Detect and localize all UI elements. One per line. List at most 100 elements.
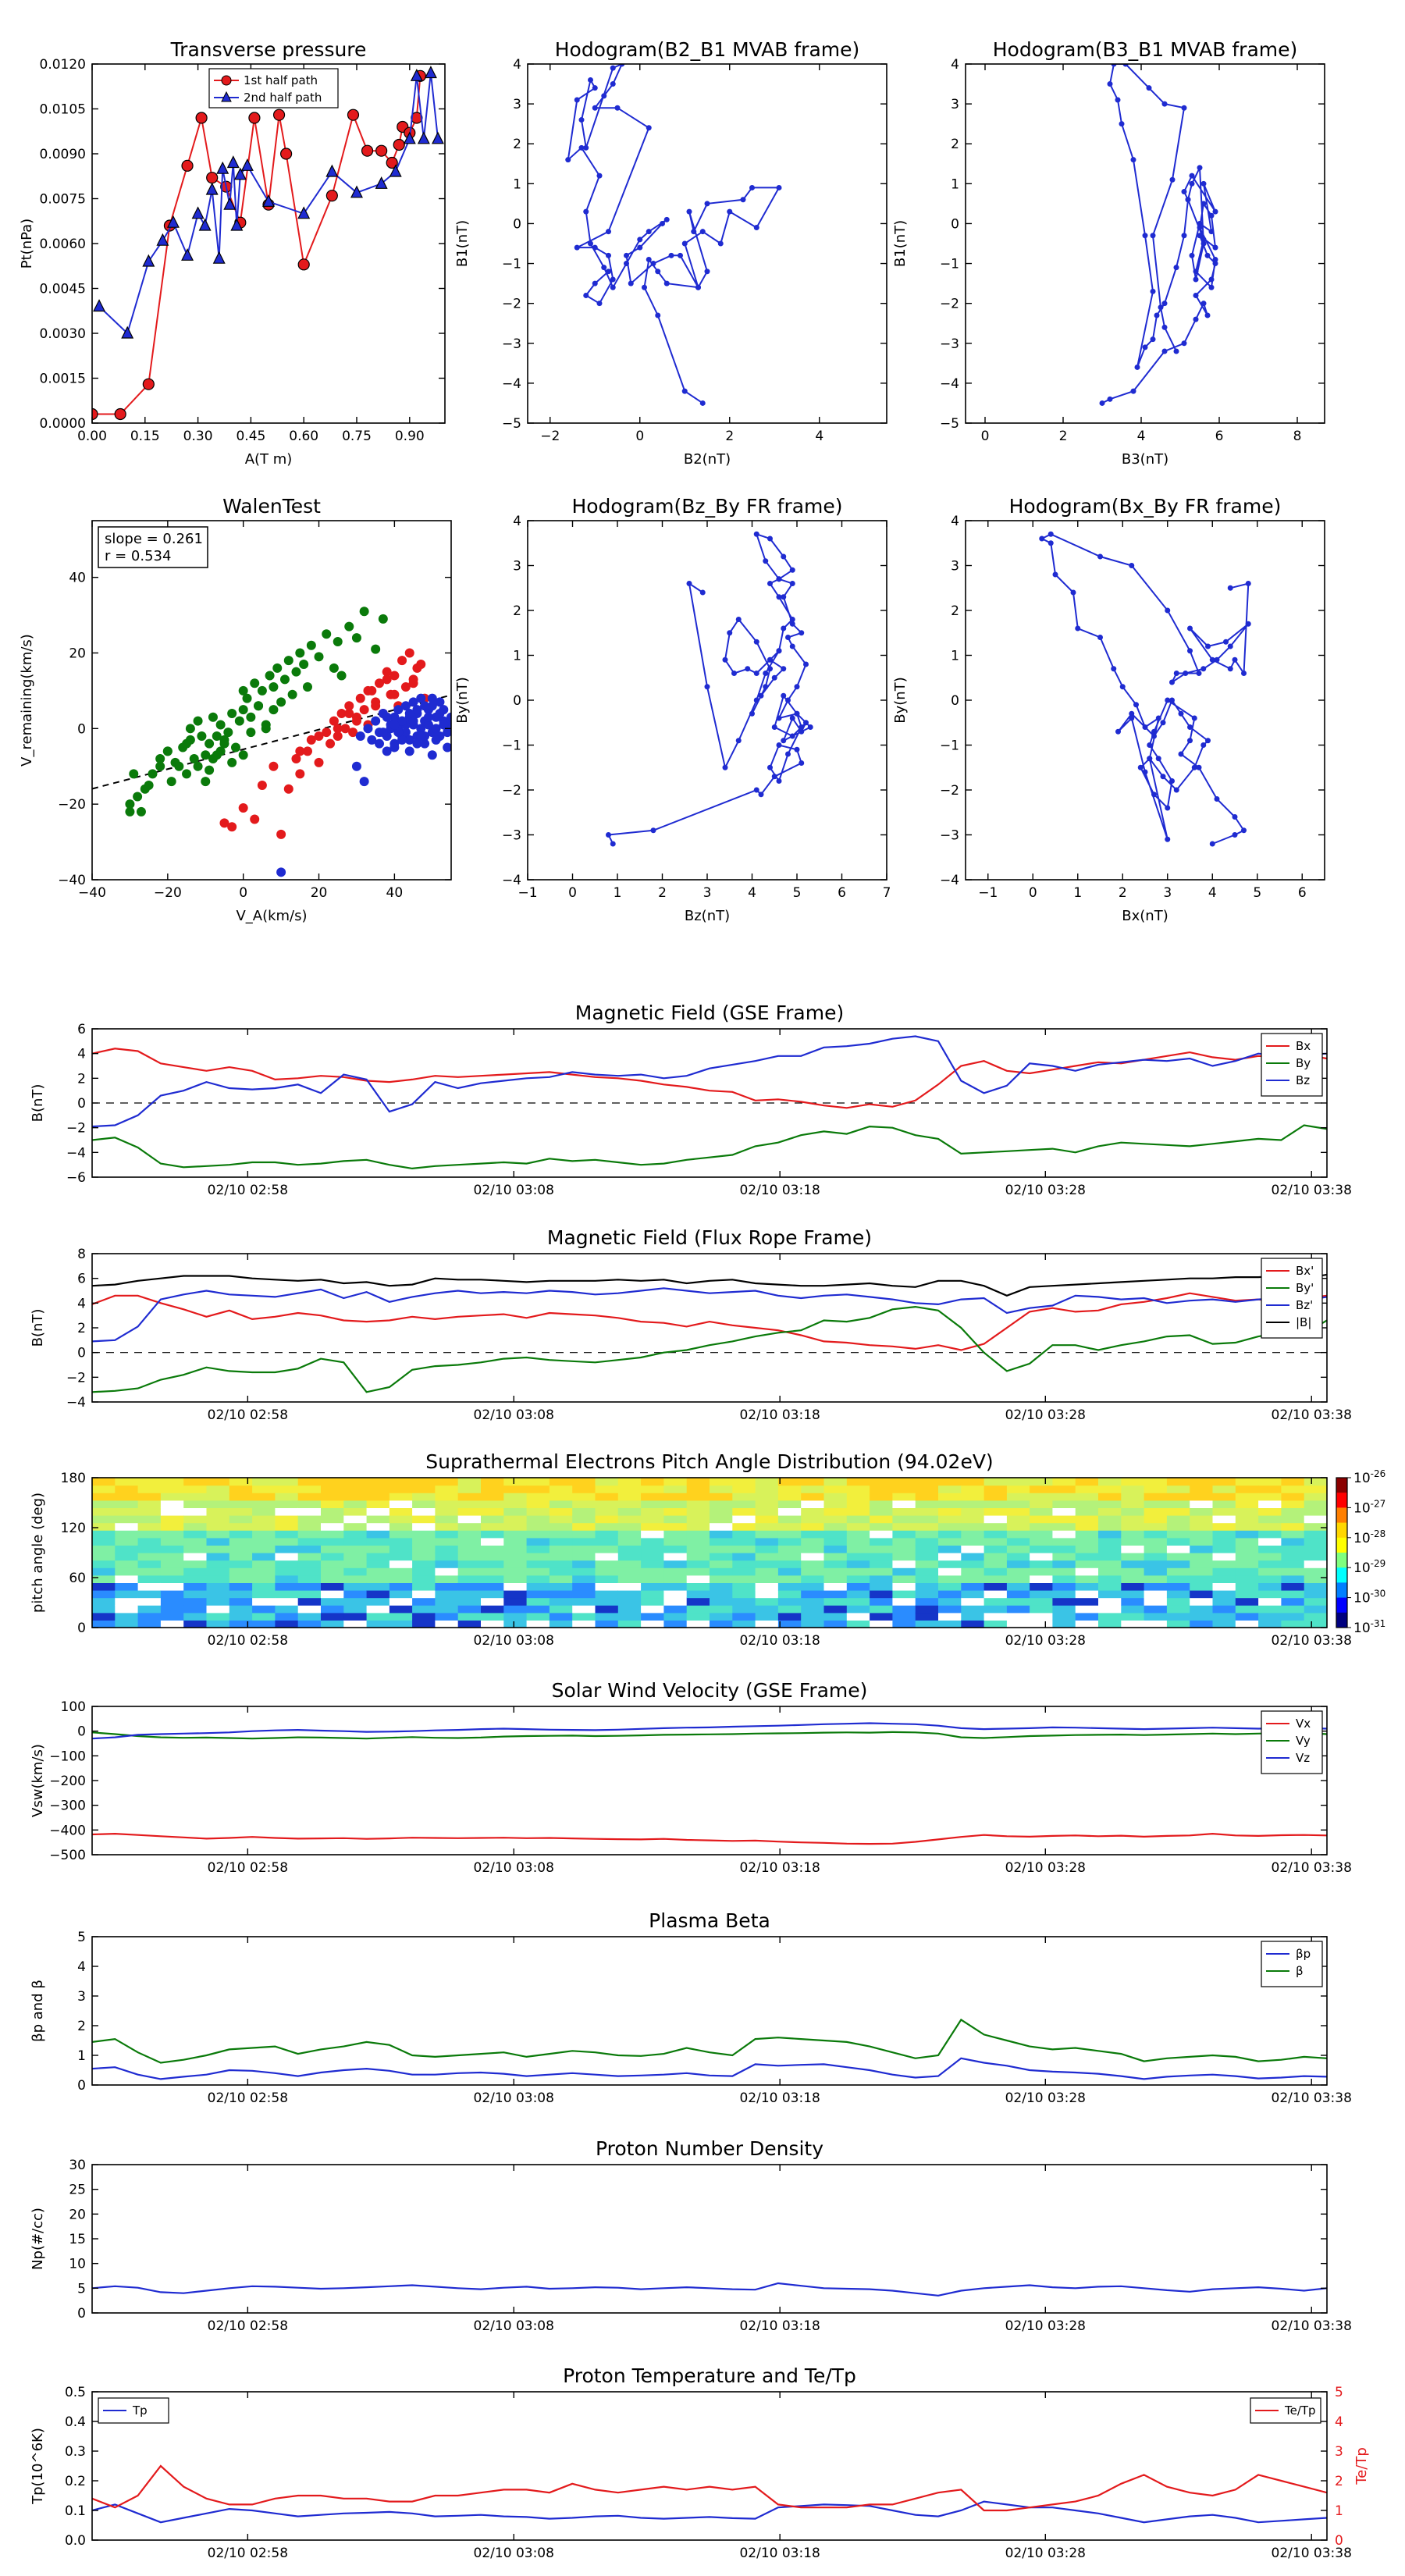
- heatmap-cell: [732, 1620, 756, 1628]
- heatmap-cell: [1281, 1478, 1305, 1486]
- heatmap-cell: [1212, 1507, 1236, 1516]
- heatmap-cell: [1190, 1537, 1214, 1546]
- heatmap-cell: [732, 1530, 756, 1539]
- heatmap-cell: [229, 1493, 253, 1501]
- y-tick-label: −4: [502, 376, 521, 392]
- heatmap-cell: [252, 1500, 276, 1508]
- x-axis-label: Bz(nT): [685, 908, 730, 924]
- heatmap-cell: [457, 1507, 482, 1516]
- data-point: [717, 240, 724, 247]
- heatmap-cell: [755, 1612, 779, 1621]
- series-line-0: [92, 2500, 1327, 2524]
- heatmap-cell: [275, 1537, 299, 1546]
- heatmap-cell: [595, 1582, 619, 1591]
- heatmap-cell: [572, 1590, 596, 1599]
- data-point: [606, 832, 611, 838]
- legend-label: βp: [1296, 1947, 1311, 1961]
- heatmap-cell: [1190, 1493, 1214, 1501]
- data-point: [637, 237, 643, 243]
- heatmap-cell: [412, 1605, 436, 1614]
- data-point: [389, 742, 400, 753]
- y-tick-label: 5: [77, 2281, 86, 2297]
- x-tick-label: 02/10 03:28: [1005, 1183, 1086, 1198]
- data-point: [378, 728, 388, 738]
- heatmap-cell: [984, 1567, 1008, 1576]
- heatmap-cell: [229, 1553, 253, 1561]
- data-point: [771, 774, 777, 780]
- data-point: [1208, 276, 1215, 283]
- data-point: [195, 112, 208, 124]
- data-point: [1185, 197, 1191, 203]
- heatmap-cell: [710, 1522, 733, 1531]
- colorbar-label: 10-27: [1353, 1498, 1385, 1516]
- data-point: [212, 750, 222, 760]
- heatmap-cell: [297, 1530, 322, 1539]
- heatmap-cell: [160, 1590, 184, 1599]
- heatmap-cell: [1052, 1530, 1076, 1539]
- heatmap-cell: [686, 1620, 710, 1628]
- heatmap-cell: [1030, 1478, 1053, 1486]
- heatmap-cell: [252, 1560, 276, 1568]
- heatmap-cell: [915, 1545, 939, 1553]
- heatmap-cell: [686, 1597, 710, 1606]
- data-point: [1200, 240, 1207, 247]
- data-point: [776, 594, 782, 600]
- heatmap-cell: [1190, 1500, 1214, 1508]
- heatmap-cell: [686, 1582, 710, 1591]
- heatmap-cell: [641, 1522, 664, 1531]
- data-point: [1151, 792, 1157, 798]
- chart-title: Transverse pressure: [170, 38, 367, 61]
- plot-frame: [965, 63, 1325, 424]
- plot-frame: [91, 1477, 1328, 1628]
- heatmap-cell: [1121, 1590, 1145, 1599]
- heatmap-cell: [1144, 1574, 1168, 1583]
- data-point: [393, 705, 404, 715]
- heatmap-cell: [823, 1493, 848, 1501]
- heatmap-cell: [275, 1582, 299, 1591]
- data-point: [125, 799, 135, 809]
- heatmap-cell: [92, 1605, 116, 1614]
- heatmap-cell: [1075, 1515, 1099, 1524]
- plot-frame: [965, 520, 1325, 881]
- heatmap-cell: [915, 1590, 939, 1599]
- heatmap-cell: [686, 1567, 710, 1576]
- heatmap-cell: [1006, 1620, 1030, 1628]
- heatmap-cell: [137, 1485, 162, 1493]
- heatmap-cell: [1006, 1612, 1030, 1621]
- heatmap-cell: [275, 1620, 299, 1628]
- heatmap-cell: [252, 1545, 276, 1553]
- y-right-tick-label: 3: [1335, 2444, 1343, 2460]
- heatmap-cell: [1030, 1545, 1053, 1553]
- data-point: [767, 764, 773, 770]
- heatmap-cell: [1144, 1590, 1168, 1599]
- heatmap-cell: [366, 1478, 390, 1486]
- heatmap-cell: [572, 1605, 596, 1614]
- heatmap-cell: [1166, 1560, 1190, 1568]
- heatmap-cell: [160, 1553, 184, 1561]
- heatmap-cell: [389, 1560, 413, 1568]
- data-point: [776, 742, 782, 748]
- heatmap-cell: [686, 1485, 710, 1493]
- heatmap-cell: [457, 1612, 482, 1621]
- heatmap-cell: [777, 1590, 802, 1599]
- heatmap-cell: [160, 1530, 184, 1539]
- heatmap-cell: [870, 1597, 893, 1606]
- heatmap-cell: [343, 1612, 368, 1621]
- heatmap-cell: [252, 1605, 276, 1614]
- heatmap-cell: [1281, 1545, 1305, 1553]
- heatmap-cell: [1075, 1605, 1099, 1614]
- colorbar-label: 10-30: [1353, 1589, 1385, 1606]
- y-tick-label: −40: [58, 873, 86, 888]
- heatmap-cell: [1212, 1478, 1236, 1486]
- y-tick-label: 0.0: [65, 2533, 86, 2549]
- data-point: [378, 614, 388, 624]
- heatmap-cell: [160, 1500, 184, 1508]
- data-point: [785, 697, 791, 703]
- heatmap-cell: [137, 1500, 162, 1508]
- heatmap-cell: [526, 1553, 550, 1561]
- heatmap-cell: [1052, 1597, 1076, 1606]
- heatmap-cell: [686, 1478, 710, 1486]
- data-point: [148, 769, 158, 779]
- heatmap-cell: [1235, 1485, 1259, 1493]
- heatmap-cell: [252, 1507, 276, 1516]
